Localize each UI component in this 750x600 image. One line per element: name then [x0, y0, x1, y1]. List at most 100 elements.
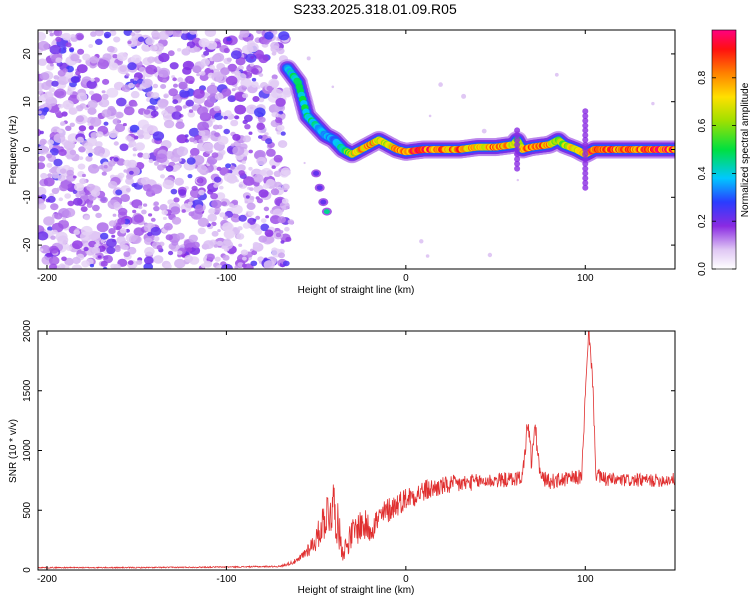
spectrogram-noise-blob	[106, 87, 119, 98]
spectrogram-noise-blob	[200, 71, 206, 76]
spectrogram-noise-blob	[263, 206, 270, 212]
spectrogram-x-label: Height of straight line (km)	[298, 285, 415, 296]
spectrogram-noise-blob	[192, 65, 202, 73]
spectrogram-noise-blob	[201, 135, 209, 142]
spectrogram-noise-blob	[211, 199, 222, 209]
spectrogram-noise-blob	[50, 63, 54, 67]
spectrogram-noise-blob	[190, 188, 202, 199]
spectrogram-noise-blob	[225, 163, 232, 169]
spectrogram-noise-blob	[247, 210, 254, 216]
spectrogram-noise-blob	[125, 228, 130, 233]
spectrogram-noise-blob	[40, 194, 47, 200]
spectrogram-noise-blob	[260, 223, 270, 232]
spectrogram-noise-blob	[256, 30, 262, 34]
spectrogram-noise-blob	[135, 57, 140, 61]
spectrogram-noise-blob	[123, 251, 131, 258]
spectrogram-noise-blob	[123, 169, 128, 173]
snr-x-tick-label: -200	[37, 574, 57, 585]
spectrogram-noise-blob	[69, 48, 74, 53]
spectrogram-noise-blob	[198, 189, 205, 196]
spectrogram-noise-blob	[117, 217, 126, 225]
spectrogram-noise-blob	[165, 234, 173, 241]
spectrogram-noise-blob	[122, 123, 127, 127]
spectrogram-noise-blob	[115, 189, 123, 196]
spectrogram-streak-mark	[514, 127, 521, 134]
spectrogram-noise-blob	[49, 168, 55, 173]
spectrogram-noise-blob	[227, 95, 236, 103]
spectrogram-noise-blob	[65, 42, 72, 48]
spectrogram-noise-blob	[95, 131, 104, 138]
spectrogram-noise-blob	[222, 222, 234, 232]
spectrogram-noise-blob	[258, 235, 268, 243]
spectrogram-noise-blob	[110, 263, 117, 269]
spectrogram-streak-mark	[582, 127, 589, 134]
spectrogram-noise-blob	[219, 185, 224, 190]
spectrogram-noise-blob	[46, 153, 52, 159]
spectrogram-noise-blob	[266, 170, 274, 176]
spectrogram-noise-blob	[154, 106, 159, 110]
spectrogram-noise-blob	[149, 44, 158, 52]
spectrogram-noise-blob	[177, 77, 184, 83]
spectrogram-noise-blob	[234, 265, 239, 269]
spectrogram-streak-mark	[582, 184, 589, 191]
spectrogram-noise-blob	[226, 57, 232, 62]
spectrogram-noise-blob	[242, 93, 249, 99]
spectrogram-noise-blob	[103, 121, 109, 126]
spectrogram-noise-blob	[256, 198, 263, 204]
spectrogram-noise-blob	[127, 260, 134, 266]
spectrogram-noise-blob	[168, 250, 174, 256]
spectrogram-noise-blob	[185, 46, 191, 50]
spectrogram-noise-blob	[46, 252, 52, 258]
snr-x-label: Height of straight line (km)	[298, 585, 415, 596]
spectrogram-noise-blob	[241, 160, 246, 164]
snr-series-line	[38, 331, 675, 570]
spectrogram-noise-blob	[92, 204, 100, 212]
spectrogram-noise-blob	[281, 198, 289, 204]
spectrogram-noise-blob	[143, 109, 151, 115]
spectrogram-noise-blob	[173, 30, 183, 38]
spectrogram-noise-blob	[214, 93, 224, 101]
spectrogram-noise-blob	[234, 104, 247, 115]
spectrogram-noise-blob	[140, 177, 151, 185]
spectrogram-noise-blob	[222, 254, 230, 261]
spectrogram-noise-blob	[127, 137, 135, 143]
spectrogram-noise-blob	[279, 230, 284, 234]
spectrogram-noise-blob	[272, 208, 283, 217]
spectrogram-noise-blob	[46, 162, 53, 168]
spectrogram-noise-blob	[116, 97, 127, 107]
spectrogram-noise-blob	[212, 124, 220, 130]
spectrogram-noise-blob	[223, 128, 230, 135]
spectrogram-noise-blob	[171, 216, 182, 225]
spectrogram-noise-blob	[232, 133, 241, 141]
spectrogram-streak-mark	[582, 160, 589, 167]
spectrogram-noise-blob	[230, 119, 239, 127]
spectrogram-noise-blob	[253, 174, 264, 183]
spectrogram-noise-blob	[38, 203, 47, 210]
spectrogram-noise-blob	[54, 88, 67, 99]
spectrogram-noise-blob	[281, 183, 290, 191]
spectrogram-noise-blob	[186, 157, 196, 165]
snr-panel: -200 -100 0 100 0 500 1000 1500 2000 Height of …	[8, 319, 676, 596]
spectrogram-noise-blob	[132, 102, 138, 107]
spectrogram-noise-blob	[62, 217, 67, 221]
spectrogram-noise-blob	[260, 218, 267, 224]
spectrogram-noise-blob	[230, 143, 235, 147]
spectrogram-noise-blob	[172, 99, 179, 105]
spectrogram-noise-blob	[125, 188, 131, 192]
spectrogram-noise-blob	[256, 122, 266, 130]
spectrogram-noise-blob	[238, 243, 243, 247]
spectrogram-noise-blob	[162, 179, 174, 190]
spectrogram-noise-blob	[425, 254, 430, 258]
spectrogram-noise-blob	[153, 236, 160, 242]
spectrogram-noise-blob	[278, 31, 290, 41]
spectrogram-noise-blob	[65, 125, 72, 131]
spectrogram-noise-blob	[38, 231, 49, 241]
spectrogram-noise-blob	[107, 45, 115, 53]
spectrogram-noise-blob	[54, 110, 62, 116]
colorbar-tick-label: 0.8	[697, 70, 708, 84]
spectrogram-noise-blob	[55, 36, 62, 43]
spectrogram-noise-blob	[67, 200, 75, 207]
spectrogram-noise-blob	[198, 38, 210, 48]
spectrogram-noise-blob	[39, 141, 44, 145]
spectrogram-noise-blob	[197, 121, 210, 132]
